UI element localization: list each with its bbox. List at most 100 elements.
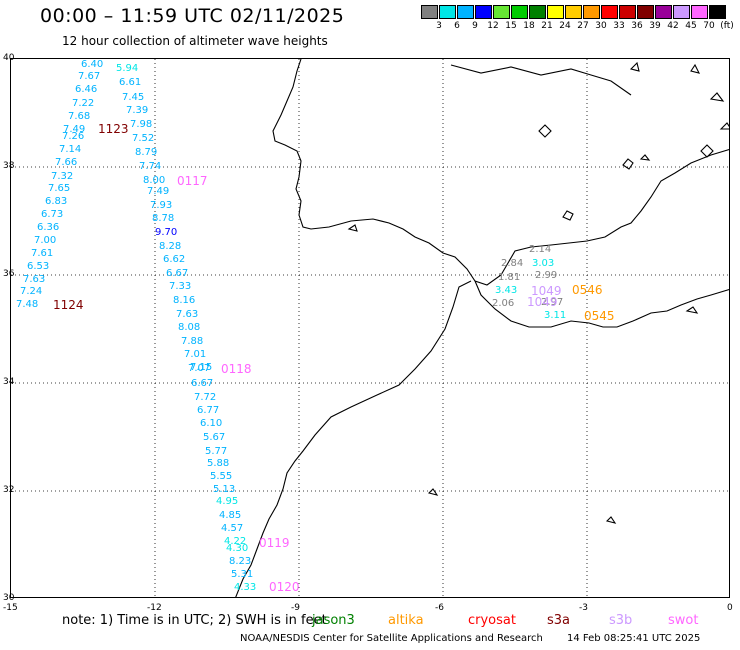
mission-legend-item: altika [388, 613, 424, 628]
wave-height-value: 4.30 [226, 543, 249, 554]
wave-height-value: 6.73 [41, 209, 64, 220]
wave-height-value: 8.16 [173, 295, 196, 306]
wave-height-value: 7.49 [63, 124, 86, 135]
wave-height-value: 2.84 [501, 258, 524, 269]
wave-height-value: 5.94 [116, 63, 139, 74]
wave-height-value: 8.00 [143, 175, 166, 186]
wave-height-value: 7.07 [188, 363, 211, 374]
colorbar-swatch [565, 5, 582, 19]
wave-height-value: 7.26 [62, 131, 85, 142]
map-panel: 6.40 5.94 7.67 6.61 6.46 7.45 7.22 7.39 7.68 7.98… [10, 58, 730, 598]
pass-time-label: 1123 [98, 122, 129, 136]
lat-tick-label: 34 [3, 377, 15, 387]
colorbar-swatch [691, 5, 708, 19]
wave-height-value: 7.93 [150, 200, 173, 211]
wave-height-value: 7.45 [122, 92, 145, 103]
lat-tick-label: 36 [3, 269, 15, 279]
wave-height-value: 5.67 [203, 432, 226, 443]
lon-tick-label: -12 [147, 603, 162, 613]
pass-time-label: 1049 [531, 284, 562, 298]
wave-height-value: 6.10 [200, 418, 223, 429]
colorbar-swatch [511, 5, 528, 19]
wave-height-value: 8.23 [229, 556, 252, 567]
pass-time-label: 0545 [584, 309, 615, 323]
wave-height-value: 7.65 [48, 183, 71, 194]
colorbar-label: 24 [559, 21, 571, 31]
colorbar-swatch [619, 5, 636, 19]
colorbar-label: 3 [436, 21, 442, 31]
colorbar-label: 9 [472, 21, 478, 31]
colorbar-label: 39 [649, 21, 661, 31]
pass-time-label: 1049 [527, 295, 558, 309]
mission-legend-item: swot [668, 613, 699, 628]
colorbar-swatch [637, 5, 654, 19]
wave-height-value: 7.67 [78, 71, 101, 82]
lon-tick-label: -3 [579, 603, 588, 613]
wave-height-value: 4.22 [224, 536, 247, 547]
pass-time-label: 0120 [269, 580, 300, 594]
colorbar-label: 42 [667, 21, 679, 31]
wave-height-value: 7.66 [55, 157, 78, 168]
wave-height-value: 3.03 [532, 258, 555, 269]
coastline [235, 59, 729, 597]
colorbar-label: 27 [577, 21, 589, 31]
colorbar-swatch [439, 5, 456, 19]
wave-height-value: 3.43 [495, 285, 518, 296]
colorbar-label: 21 [541, 21, 553, 31]
wave-height-value: 6.67 [191, 378, 214, 389]
colorbar-label: 18 [523, 21, 535, 31]
lat-tick-label: 30 [3, 593, 15, 603]
mission-legend-item: jason3 [312, 613, 355, 628]
colorbar-label: 6 [454, 21, 460, 31]
map-title: 00:00 – 11:59 UTC 02/11/2025 [40, 5, 345, 27]
wave-height-value: 4.57 [221, 523, 244, 534]
wave-height-value: 7.63 [23, 274, 46, 285]
map-subtitle: 12 hour collection of altimeter wave hei… [62, 34, 328, 48]
wave-height-value: 6.83 [45, 196, 68, 207]
wave-height-value: 7.22 [72, 98, 95, 109]
pass-time-label: 1124 [53, 298, 84, 312]
wave-height-value: 7.98 [130, 119, 153, 130]
wave-height-value: 7.49 [147, 186, 170, 197]
pass-time-label: 0546 [572, 283, 603, 297]
colorbar-label: 15 [505, 21, 517, 31]
wave-height-value: 6.46 [75, 84, 98, 95]
wave-height-value: 7.48 [16, 299, 39, 310]
colorbar-swatch [655, 5, 672, 19]
wave-height-value: 7.33 [169, 281, 192, 292]
wave-height-value: 2.99 [535, 270, 558, 281]
wave-height-value: 6.67 [166, 268, 189, 279]
mission-legend-item: cryosat [468, 613, 516, 628]
wave-height-value: 7.63 [176, 309, 199, 320]
colorbar-swatch [421, 5, 438, 19]
lon-tick-label: -9 [291, 603, 300, 613]
wave-height-value: 7.72 [194, 392, 217, 403]
colorbar-label: 70 [703, 21, 715, 31]
wave-height-value: 7.00 [34, 235, 57, 246]
colorbar-swatch [709, 5, 726, 19]
pass-time-label: 0118 [221, 362, 252, 376]
wave-height-value: 5.88 [207, 458, 230, 469]
wave-height-value: 7.52 [132, 133, 155, 144]
colorbar-swatch [583, 5, 600, 19]
wave-height-value: 2.14 [529, 244, 552, 255]
lon-tick-label: -6 [435, 603, 444, 613]
wave-height-value: 6.62 [163, 254, 186, 265]
footer-credit: NOAA/NESDIS Center for Satellite Applica… [240, 633, 543, 644]
wave-height-value: 8.78 [152, 213, 175, 224]
footer-note: note: 1) Time is in UTC; 2) SWH is in fe… [62, 613, 327, 628]
wave-height-value: 9.70 [155, 227, 178, 238]
wave-height-value: 7.24 [20, 286, 43, 297]
wave-height-value: 7.88 [181, 336, 204, 347]
colorbar-swatch [493, 5, 510, 19]
wave-height-value: 6.77 [197, 405, 220, 416]
lat-tick-label: 40 [3, 53, 15, 63]
wave-height-value: 7.32 [51, 171, 74, 182]
wave-height-value: 7.01 [184, 349, 207, 360]
wave-height-value: 4.33 [234, 582, 257, 593]
colorbar-label: (ft) [720, 21, 734, 31]
colorbar-label: 36 [631, 21, 643, 31]
colorbar-label: 45 [685, 21, 697, 31]
wave-height-value: 7.68 [68, 111, 91, 122]
mission-legend-item: s3b [609, 613, 633, 628]
